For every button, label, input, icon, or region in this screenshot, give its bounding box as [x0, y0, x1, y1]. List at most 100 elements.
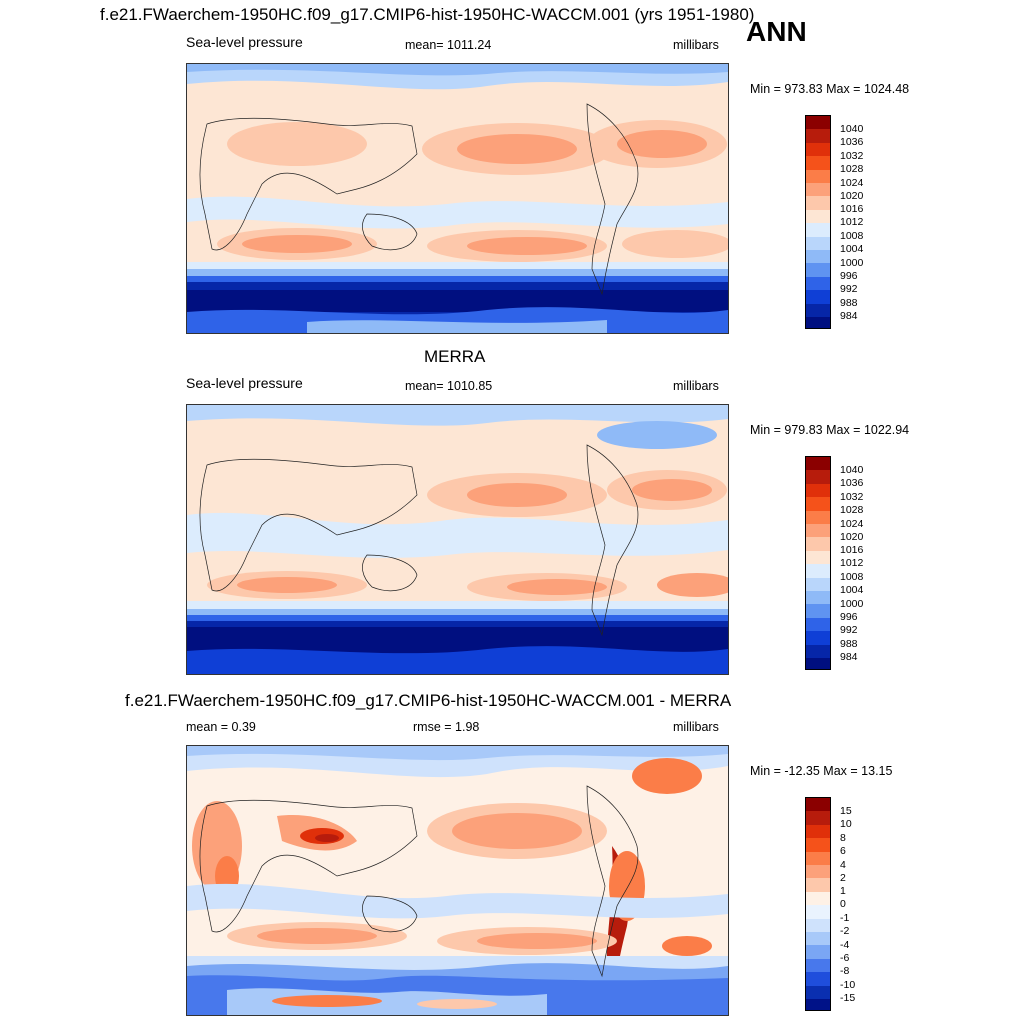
panel3-colorbar-label: 0 — [840, 898, 846, 910]
panel3-colorbar-swatch — [806, 878, 830, 892]
panel2-colorbar-label: 992 — [840, 624, 858, 636]
panel1-colorbar-swatch — [806, 236, 830, 250]
panel1-colorbar-label: 992 — [840, 283, 858, 295]
panel3-colorbar-swatch — [806, 824, 830, 839]
panel1-colorbar-label: 1008 — [840, 230, 864, 242]
panel3-colorbar-label: -10 — [840, 979, 856, 991]
panel1-colorbar-swatch — [806, 116, 830, 130]
panel3-colorbar-swatch — [806, 798, 830, 812]
panel3-minmax-label: Min = -12.35 Max = 13.15 — [750, 764, 893, 778]
panel2-colorbar-label: 1008 — [840, 571, 864, 583]
panel1-colorbar-label: 1024 — [840, 177, 864, 189]
panel1-colorbar-label: 1028 — [840, 163, 864, 175]
panel3-colorbar-label: -1 — [840, 912, 850, 924]
panel3-colorbar-swatch — [806, 972, 830, 986]
panel1-colorbar-label: 1036 — [840, 136, 864, 148]
panel2-colorbar-label: 1040 — [840, 464, 864, 476]
panel2-colorbar-swatch — [806, 604, 830, 618]
panel2-colorbar-label: 1004 — [840, 584, 864, 596]
panel1-colorbar-label: 1020 — [840, 190, 864, 202]
panel2-colorbar-swatch — [806, 510, 830, 524]
panel3-colorbar-swatch — [806, 905, 830, 919]
panel3-map — [186, 745, 729, 1016]
panel1-colorbar-label: 1016 — [840, 203, 864, 215]
panel2-mean-label: mean= 1010.85 — [405, 379, 493, 393]
panel3-colorbar-swatch — [806, 811, 830, 825]
panel2-colorbar-swatch — [806, 497, 830, 511]
season-label: ANN — [746, 16, 807, 47]
panel2-units-label: millibars — [673, 379, 719, 393]
panel2-colorbar-swatch — [806, 457, 830, 471]
panel2-colorbar-label: 1020 — [840, 531, 864, 543]
panel1-colorbar-label: 984 — [840, 310, 858, 322]
panel3-colorbar-label: 10 — [840, 818, 852, 830]
panel3-colorbar-swatch — [806, 958, 830, 973]
panel3-colorbar-swatch — [806, 985, 830, 999]
panel1-colorbar-label: 1012 — [840, 216, 864, 228]
panel1-colorbar-swatch — [806, 129, 830, 143]
panel2-colorbar-label: 1016 — [840, 544, 864, 556]
panel3-colorbar-label: -4 — [840, 939, 850, 951]
panel1-colorbar-label: 988 — [840, 297, 858, 309]
panel2-minmax-label: Min = 979.83 Max = 1022.94 — [750, 423, 910, 437]
panel2-colorbar-swatch — [806, 617, 830, 632]
panel3-colorbar-label: -8 — [840, 965, 850, 977]
panel2-colorbar-label: 1032 — [840, 491, 864, 503]
panel1-colorbar-label: 1004 — [840, 243, 864, 255]
panel1-colorbar-label: 1032 — [840, 150, 864, 162]
panel1-colorbar-swatch — [806, 250, 830, 264]
panel2-colorbar-swatch — [806, 537, 830, 551]
panel1-colorbar-swatch — [806, 303, 830, 317]
panel3-colorbar-label: 2 — [840, 872, 846, 884]
panel2-colorbar-label: 988 — [840, 638, 858, 650]
panel3-colorbar-label: 1 — [840, 885, 846, 897]
panel2-colorbar-swatch — [806, 564, 830, 578]
panel2-map — [186, 404, 729, 675]
panel1-mean-label: mean= 1011.24 — [405, 38, 492, 52]
panel1-colorbar-swatch — [806, 142, 830, 157]
panel3-colorbar-label: 15 — [840, 805, 852, 817]
panel2-colorbar-swatch — [806, 644, 830, 658]
panel3-colorbar-swatch — [806, 932, 830, 946]
panel1-contour-field — [187, 64, 728, 333]
panel2-colorbar-swatch — [806, 550, 830, 565]
panel3-units-label: millibars — [673, 720, 719, 734]
panel1-colorbar-swatch — [806, 156, 830, 170]
panel3-colorbar-swatch — [806, 891, 830, 906]
panel1-map — [186, 63, 729, 334]
panel3-colorbar-swatch — [806, 999, 830, 1010]
panel1-colorbar-swatch — [806, 263, 830, 277]
panel3-colorbar-label: 4 — [840, 859, 846, 871]
panel3-rmse-label: rmse = 1.98 — [413, 720, 480, 734]
panel3-colorbar-swatch — [806, 851, 830, 865]
panel2-colorbar-label: 996 — [840, 611, 858, 623]
panel1-variable-label: Sea-level pressure — [186, 34, 303, 50]
panel2-variable-label: Sea-level pressure — [186, 375, 303, 391]
panel1-title: f.e21.FWaerchem-1950HC.f09_g17.CMIP6-his… — [100, 5, 755, 24]
panel1-colorbar-swatch — [806, 290, 830, 304]
panel3-colorbar-label: -2 — [840, 925, 850, 937]
panel3-colorbar-swatch — [806, 918, 830, 932]
panel1-colorbar-label: 1040 — [840, 123, 864, 135]
panel3-colorbar-label: -15 — [840, 992, 856, 1004]
panel2-colorbar-swatch — [806, 591, 830, 605]
panel2-colorbar — [805, 456, 831, 670]
panel3-colorbar-swatch — [806, 838, 830, 852]
panel1-units-label: millibars — [673, 38, 719, 52]
panel2-colorbar-swatch — [806, 577, 830, 591]
panel2-colorbar-label: 1012 — [840, 557, 864, 569]
panel2-colorbar-swatch — [806, 524, 830, 538]
panel2-colorbar-swatch — [806, 483, 830, 498]
panel2-colorbar-swatch — [806, 658, 830, 669]
panel2-colorbar-swatch — [806, 631, 830, 645]
panel1-colorbar-swatch — [806, 196, 830, 210]
panel3-colorbar-swatch — [806, 865, 830, 879]
panel1-minmax-label: Min = 973.83 Max = 1024.48 — [750, 82, 910, 96]
panel1-colorbar-swatch — [806, 183, 830, 197]
panel3-colorbar-swatch — [806, 945, 830, 959]
panel2-colorbar-label: 1000 — [840, 598, 864, 610]
panel1-colorbar-label: 1000 — [840, 257, 864, 269]
panel2-title: MERRA — [424, 347, 486, 366]
panel1-colorbar-swatch — [806, 209, 830, 224]
panel3-colorbar — [805, 797, 831, 1011]
